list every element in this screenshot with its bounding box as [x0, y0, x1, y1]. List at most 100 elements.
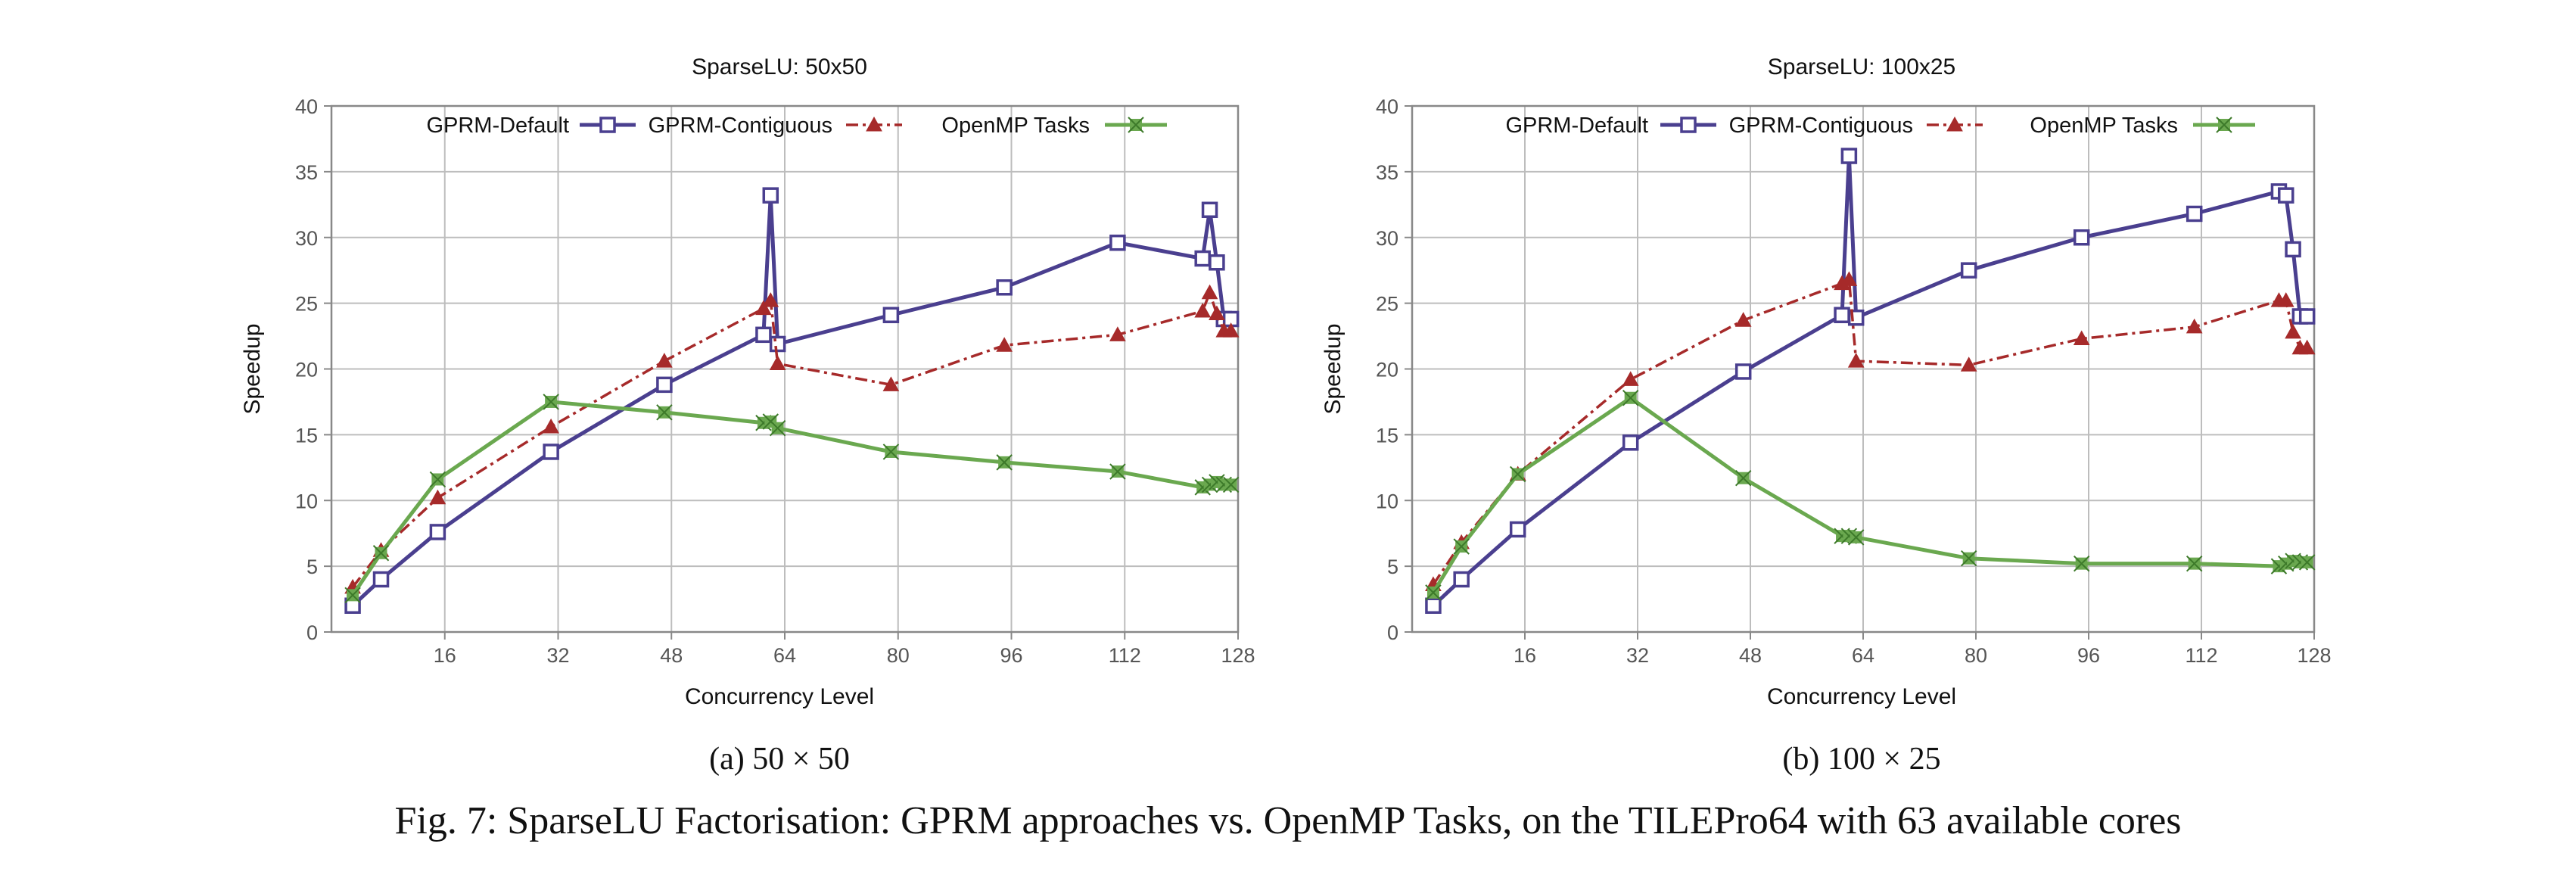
y-tick-label-3: 15: [295, 424, 318, 447]
data-point-gprm-contiguous-8: [1960, 356, 1977, 372]
y-tick-label-4: 20: [295, 359, 318, 381]
y-tick-label-1: 5: [306, 556, 318, 578]
data-point-gprm-default-10: [2186, 205, 2203, 223]
data-point-gprm-default-6: [1840, 148, 1858, 164]
legend-marker-openmp-tasks-x2: [2216, 117, 2232, 133]
x-tick-label-6: 112: [1109, 644, 1141, 667]
data-point-openmp-tasks-2-x2: [1509, 465, 1526, 483]
y-tick-label-4: 20: [1376, 359, 1398, 381]
y-tick-label-7: 35: [1376, 161, 1398, 184]
series-openmp-tasks: [1425, 390, 2316, 601]
y-tick-label-8: 40: [1376, 95, 1398, 118]
data-point-gprm-default-2: [1509, 521, 1526, 538]
data-point-openmp-tasks-4-x2: [656, 404, 673, 421]
data-point-gprm-contiguous-4: [656, 353, 673, 368]
data-point-gprm-default-2: [429, 524, 446, 540]
data-point-gprm-default-8: [1960, 262, 1977, 279]
data-point-gprm-default-4: [1734, 363, 1752, 380]
series-line-gprm-default: [351, 193, 1231, 608]
data-point-gprm-contiguous-2: [429, 489, 446, 505]
data-point-openmp-tasks-15: [2298, 554, 2316, 571]
x-tick-label-1: 32: [1626, 644, 1649, 667]
legend-label-gprm-contiguous: GPRM-Contiguous: [1729, 114, 1913, 138]
data-point-openmp-tasks-7-x2: [769, 419, 786, 437]
data-point-gprm-default-9: [996, 279, 1013, 296]
x-tick-label-1: 32: [546, 644, 569, 667]
y-tick-label-5: 25: [295, 293, 318, 316]
legend-marker-gprm-default: [1680, 117, 1697, 133]
series-gprm-default: [1425, 148, 2316, 614]
data-point-gprm-default-12: [2278, 187, 2294, 204]
data-point-gprm-default-1: [372, 571, 390, 588]
legend-marker-gprm-contiguous: [866, 116, 882, 132]
y-tick-label-6: 30: [1376, 227, 1398, 250]
data-point-openmp-tasks-2: [429, 471, 446, 488]
data-point-openmp-tasks-10-x2: [1109, 463, 1126, 480]
data-point-gprm-default-10: [1109, 234, 1126, 251]
data-point-gprm-default-5: [1834, 307, 1850, 324]
series-gprm-contiguous: [344, 284, 1240, 594]
data-point-gprm-default-5: [755, 326, 772, 344]
y-tick-label-7: 35: [295, 161, 318, 184]
legend-label-openmp-tasks: OpenMP Tasks: [941, 114, 1090, 138]
data-point-openmp-tasks-1: [372, 545, 390, 562]
data-point-gprm-default-8: [882, 307, 900, 324]
x-tick-label-6: 112: [2185, 644, 2217, 667]
y-tick-label-0: 0: [306, 621, 318, 644]
data-point-openmp-tasks-4: [1734, 470, 1752, 487]
data-point-gprm-contiguous-10: [2186, 318, 2203, 334]
legend-label-openmp-tasks: OpenMP Tasks: [2030, 114, 2178, 138]
y-axis-label: Speedup: [240, 323, 265, 414]
subcaption: (b) 100 × 25: [1782, 742, 1940, 777]
legend-label-gprm-contiguous: GPRM-Contiguous: [649, 114, 832, 138]
legend-marker-openmp-tasks: [2216, 117, 2232, 133]
data-point-openmp-tasks-10: [1109, 463, 1126, 480]
data-point-openmp-tasks-3-x2: [543, 394, 559, 410]
x-tick-label-0: 16: [1514, 644, 1536, 667]
x-tick-label-4: 80: [1965, 644, 1987, 667]
data-point-gprm-contiguous-7: [769, 355, 786, 371]
data-point-openmp-tasks-3: [543, 394, 559, 410]
data-point-gprm-contiguous-13: [1209, 305, 1225, 321]
data-point-gprm-default-1: [1453, 571, 1470, 588]
data-point-gprm-contiguous-6: [1840, 271, 1858, 286]
data-point-gprm-contiguous-12: [2277, 292, 2294, 307]
data-point-gprm-default-3: [543, 444, 559, 460]
data-point-gprm-contiguous-9: [2073, 330, 2090, 346]
legend-label-gprm-default: GPRM-Default: [426, 114, 569, 138]
x-tick-label-4: 80: [887, 644, 910, 667]
x-tick-label-3: 64: [1852, 644, 1874, 667]
series-line-gprm-contiguous: [351, 291, 1231, 588]
data-point-gprm-contiguous-15: [2298, 339, 2316, 355]
data-point-gprm-contiguous-4: [1734, 312, 1752, 327]
y-tick-label-6: 30: [295, 227, 318, 250]
data-point-openmp-tasks-1-x2: [1453, 538, 1470, 555]
x-tick-label-0: 16: [434, 644, 456, 667]
y-tick-label-0: 0: [1387, 621, 1398, 644]
x-tick-label-5: 96: [2077, 644, 2100, 667]
series-gprm-contiguous: [1425, 271, 2316, 591]
data-point-openmp-tasks-13-x2: [1209, 474, 1225, 490]
data-point-gprm-contiguous-5: [755, 300, 772, 316]
legend-marker-gprm-contiguous: [1946, 116, 1963, 132]
figure-caption: Fig. 7: SparseLU Factorisation: GPRM app…: [394, 799, 2182, 842]
data-point-openmp-tasks-2-x2: [429, 471, 446, 488]
y-tick-label-1: 5: [1387, 556, 1398, 578]
data-point-gprm-default-0: [1425, 597, 1442, 614]
x-tick-label-2: 48: [660, 644, 683, 667]
data-point-gprm-contiguous-15: [1222, 322, 1240, 338]
data-point-gprm-default-15: [2298, 308, 2316, 325]
legend-marker-openmp-tasks-x2: [1128, 117, 1144, 133]
x-tick-label-5: 96: [1000, 644, 1022, 667]
data-point-openmp-tasks-9: [996, 454, 1013, 471]
y-tick-label-2: 10: [295, 490, 318, 512]
series-line-gprm-contiguous: [1432, 278, 2307, 586]
data-point-gprm-contiguous-6: [762, 292, 779, 307]
x-tick-label-2: 48: [1739, 644, 1762, 667]
y-tick-label-2: 10: [1376, 490, 1398, 512]
data-point-gprm-contiguous-9: [996, 337, 1013, 352]
y-tick-label-3: 15: [1376, 424, 1398, 447]
data-point-gprm-default-6: [762, 187, 779, 204]
data-point-openmp-tasks-8: [882, 444, 900, 460]
